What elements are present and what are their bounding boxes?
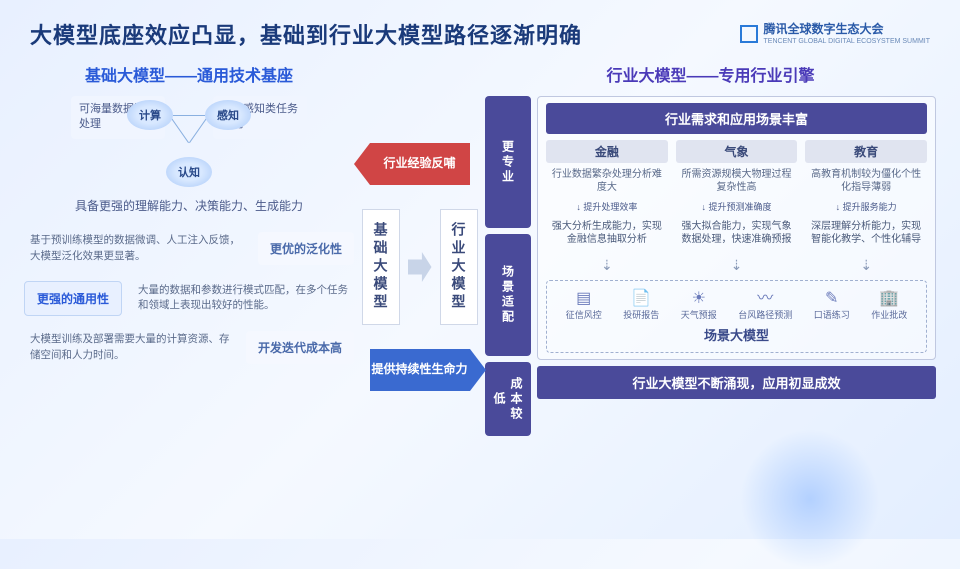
node-cognition: 认知 <box>166 157 212 187</box>
scene-icon: ☀ <box>681 289 717 308</box>
scene-label: 征信风控 <box>566 310 602 320</box>
scene-box: ▤ 征信风控 📄 投研报告 ☀ 天气预报 〰台风路径预测 ✎ 口语练习 🏢 作业批改 场景大模型 <box>546 280 927 353</box>
scene-icon: ▤ <box>566 289 602 308</box>
node-perception: 感知 <box>205 100 251 130</box>
page-title: 大模型底座效应凸显，基础到行业大模型路径逐渐明确 <box>30 18 582 50</box>
scene-icon: 〰 <box>738 289 792 308</box>
box-foundation: 基础大模型 <box>362 209 400 325</box>
left-section-title: 基础大模型——通用技术基座 <box>24 62 354 86</box>
scene-label: 口语练习 <box>814 310 850 320</box>
node-caption: 具备更强的理解能力、决策能力、生成能力 <box>24 197 354 215</box>
node-diagram: 可海量数据进行处理 提升感知类任务性能 计算 感知 认知 <box>79 96 299 191</box>
industry-col: 气象所需资源规模大物理过程复杂性高提升预测准确度强大拟合能力，实现气象数据处理，… <box>676 140 798 276</box>
right-section-title: 行业大模型——专用行业引擎 <box>485 62 936 86</box>
logo-cn: 腾讯全球数字生态大会 <box>764 22 930 38</box>
logo: 腾讯全球数字生态大会 TENCENT GLOBAL DIGITAL ECOSYS… <box>740 22 930 47</box>
box-industry: 行业大模型 <box>440 209 478 325</box>
ind-desc: 行业数据繁杂处理分析难度大 <box>546 166 668 196</box>
scene-title: 场景大模型 <box>555 325 918 344</box>
industry-col: 金融行业数据繁杂处理分析难度大提升处理效率强大分析生成能力，实现金融信息抽取分析… <box>546 140 668 276</box>
center-flow: 基础大模型 行业大模型 <box>362 209 478 325</box>
row-text: 大量的数据和参数进行模式匹配，在多个任务和领域上表现出较好的性能。 <box>132 279 354 319</box>
scene-item: ✎ 口语练习 <box>814 289 850 321</box>
row-tag: 开发迭代成本高 <box>246 331 354 364</box>
scene-item: ▤ 征信风控 <box>566 289 602 321</box>
scene-item: 📄 投研报告 <box>623 289 659 321</box>
ind-improve: 提升服务能力 <box>805 200 927 213</box>
scene-icon: ✎ <box>814 289 850 308</box>
industry-col: 教育高教育机制较为僵化个性化指导薄弱提升服务能力深层理解分析能力，实现智能化教学… <box>805 140 927 276</box>
ind-title: 气象 <box>676 140 798 163</box>
ind-improve: 提升预测准确度 <box>676 200 798 213</box>
pill: 成本较低 <box>485 362 531 436</box>
row-tag: 更强的通用性 <box>24 281 122 316</box>
arrow-vitality: 提供持续性生命力 <box>370 349 470 391</box>
ind-result: 强大拟合能力，实现气象数据处理，快速准确预报 <box>676 217 798 255</box>
pill: 场景适配 <box>485 234 531 356</box>
arrow-right-icon <box>408 252 432 282</box>
ind-result: 深层理解分析能力，实现智能化教学、个性化辅导 <box>805 217 927 255</box>
ind-desc: 所需资源规模大物理过程复杂性高 <box>676 166 798 196</box>
row-text: 基于预训练模型的数据微调、人工注入反馈，大模型泛化效果更显著。 <box>24 229 248 269</box>
row-text: 大模型训练及部署需要大量的计算资源、存储空间和人力时间。 <box>24 328 236 368</box>
ind-title: 教育 <box>805 140 927 163</box>
node-compute: 计算 <box>127 100 173 130</box>
scene-label: 投研报告 <box>623 310 659 320</box>
ind-title: 金融 <box>546 140 668 163</box>
ind-improve: 提升处理效率 <box>546 200 668 213</box>
logo-icon <box>740 25 758 43</box>
logo-en: TENCENT GLOBAL DIGITAL ECOSYSTEM SUMMIT <box>764 37 930 46</box>
scene-icon: 📄 <box>623 289 659 308</box>
top-bar: 行业需求和应用场景丰富 <box>546 103 927 134</box>
down-arrow-icon: ⇣ <box>676 257 798 274</box>
down-arrow-icon: ⇣ <box>546 257 668 274</box>
ind-desc: 高教育机制较为僵化个性化指导薄弱 <box>805 166 927 196</box>
scene-label: 台风路径预测 <box>738 310 792 320</box>
pill: 更专业 <box>485 96 531 228</box>
scene-item: 〰台风路径预测 <box>738 289 792 321</box>
scene-label: 作业批改 <box>871 310 907 320</box>
scene-icon: 🏢 <box>871 289 907 308</box>
row-tag: 更优的泛化性 <box>258 232 354 265</box>
scene-item: 🏢 作业批改 <box>871 289 907 321</box>
decorative-glow <box>740 429 880 569</box>
scene-item: ☀ 天气预报 <box>681 289 717 321</box>
down-arrow-icon: ⇣ <box>805 257 927 274</box>
ind-result: 强大分析生成能力，实现金融信息抽取分析 <box>546 217 668 255</box>
scene-label: 天气预报 <box>681 310 717 320</box>
arrow-feedback: 行业经验反哺 <box>370 143 470 185</box>
bottom-bar: 行业大模型不断涌现，应用初显成效 <box>537 366 936 399</box>
